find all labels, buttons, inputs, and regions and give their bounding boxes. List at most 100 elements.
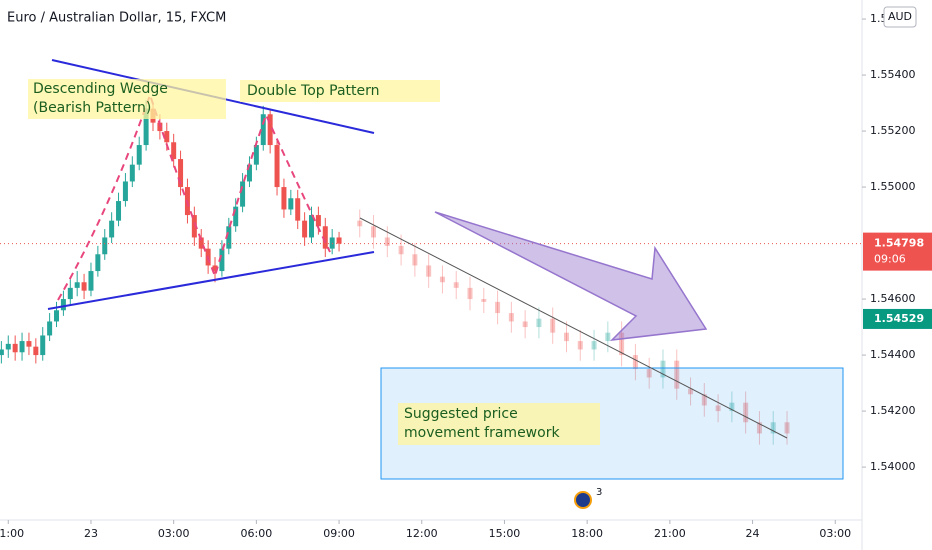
- candle-body: [40, 335, 46, 356]
- annotation-box: [398, 403, 600, 445]
- x-tick-label: 15:00: [489, 527, 521, 540]
- x-tick-label: 03:00: [819, 527, 851, 540]
- candle-body: [605, 332, 611, 342]
- candle-body: [122, 181, 128, 202]
- candle-body: [508, 313, 514, 322]
- candle-body: [619, 332, 625, 356]
- candle-body: [109, 220, 115, 238]
- annotation: movement framework: [404, 425, 560, 441]
- candle-body: [426, 265, 432, 277]
- x-tick-label: 21:00: [654, 527, 686, 540]
- price-axis: [862, 0, 932, 550]
- candle-body: [47, 321, 53, 336]
- last-price-tag: [863, 232, 932, 271]
- candle-body: [357, 220, 363, 227]
- projection-trend: [359, 217, 788, 439]
- candle-body: [632, 355, 638, 370]
- candle-body: [0, 349, 4, 356]
- candle-body: [398, 245, 404, 255]
- x-tick-label: 18:00: [571, 527, 603, 540]
- candle-body: [412, 254, 418, 266]
- candle-body: [19, 341, 25, 353]
- candle-body: [178, 159, 184, 188]
- candle-body: [770, 422, 776, 434]
- candle-body: [81, 282, 87, 291]
- candle-body: [577, 341, 583, 350]
- candle-body: [522, 321, 528, 328]
- candle-body: [260, 114, 266, 146]
- y-tick-label: 1.55000: [870, 180, 916, 193]
- event-icon[interactable]: [574, 491, 592, 509]
- annotation: Descending Wedge: [33, 81, 168, 97]
- x-tick-label: 12:00: [406, 527, 438, 540]
- candle-body: [384, 237, 390, 246]
- candle-body: [481, 299, 487, 302]
- candle-body: [756, 422, 762, 434]
- y-tick-label: 1.54400: [870, 348, 916, 361]
- candle-body: [336, 237, 342, 244]
- candle-body: [219, 248, 225, 272]
- time-axis: [0, 520, 932, 550]
- x-tick-label: 21:00: [0, 527, 24, 540]
- candle-body: [281, 187, 287, 210]
- candle-body: [274, 145, 280, 188]
- candle-body: [116, 201, 122, 221]
- candle-body: [26, 341, 32, 347]
- candle-body: [322, 226, 328, 249]
- currency-badge[interactable]: [883, 6, 917, 28]
- currency: AUD: [888, 10, 912, 23]
- x-tick-label: 24: [746, 527, 760, 540]
- candle-body: [129, 164, 135, 182]
- candle-body: [191, 215, 197, 238]
- candle-body: [743, 402, 749, 423]
- annotation: Double Top Pattern: [247, 83, 380, 99]
- candle-body: [439, 276, 445, 283]
- annotation: Suggested price: [404, 406, 518, 422]
- candle-body: [60, 299, 66, 311]
- candle-body: [212, 265, 218, 272]
- candle-body: [102, 237, 108, 255]
- candle-body: [95, 254, 101, 272]
- x-tick-label: 06:00: [241, 527, 273, 540]
- candle-body: [329, 237, 335, 249]
- last-price-label: 1.54798: [874, 237, 924, 250]
- candle-body: [591, 341, 597, 350]
- candle-body: [88, 271, 94, 291]
- candle-body: [171, 142, 177, 160]
- candle-body: [550, 318, 556, 333]
- marked-price-tag: [863, 308, 932, 329]
- candles: [0, 100, 862, 445]
- y-tick-label: 1.55400: [870, 68, 916, 81]
- candle-body: [240, 181, 246, 207]
- candle-body: [467, 287, 473, 300]
- candle-body: [674, 360, 680, 389]
- candle-body: [536, 318, 542, 328]
- candle-body: [74, 282, 80, 288]
- candle-body: [54, 310, 60, 322]
- candle-body: [646, 369, 652, 378]
- candle-body: [784, 422, 790, 434]
- candle-body: [729, 402, 735, 412]
- candle-body: [453, 282, 459, 288]
- candle-body: [5, 343, 11, 350]
- candle-body: [253, 145, 259, 165]
- x-tick-label: 03:00: [158, 527, 190, 540]
- direction-arrow: [434, 211, 708, 341]
- candle-body: [701, 394, 707, 406]
- x-tick-label: 23: [84, 527, 98, 540]
- candle-body: [371, 226, 377, 238]
- candle-body: [660, 360, 666, 378]
- y-tick-label: 1.54000: [870, 460, 916, 473]
- candle-body: [288, 198, 294, 210]
- pattern-path: [57, 91, 331, 301]
- candle-body: [246, 164, 252, 182]
- candle-body: [12, 343, 18, 353]
- event-count: 3: [596, 487, 602, 498]
- candle-body: [495, 301, 501, 314]
- chart-title: Euro / Australian Dollar, 15, FXCM: [7, 11, 226, 26]
- annotation: (Bearish Pattern): [33, 100, 151, 116]
- y-tick-label: 1.55200: [870, 124, 916, 137]
- candle-body: [33, 346, 39, 356]
- candle-body: [563, 332, 569, 342]
